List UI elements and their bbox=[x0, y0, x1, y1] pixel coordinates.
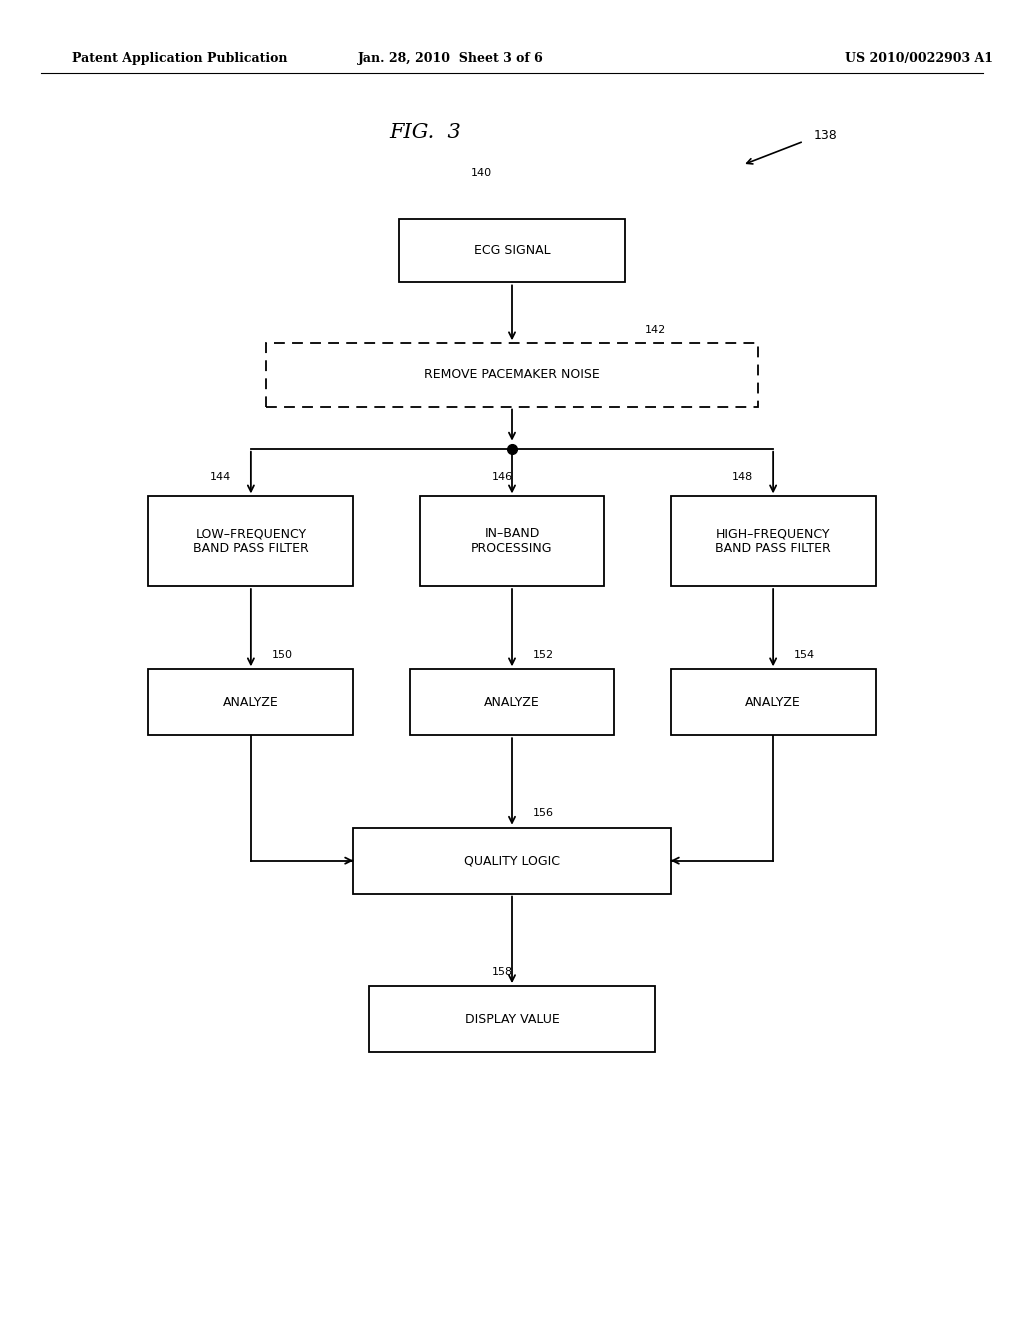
Text: QUALITY LOGIC: QUALITY LOGIC bbox=[464, 854, 560, 867]
Bar bbox=[148, 496, 353, 586]
Text: REMOVE PACEMAKER NOISE: REMOVE PACEMAKER NOISE bbox=[424, 368, 600, 381]
Text: ANALYZE: ANALYZE bbox=[223, 696, 279, 709]
Text: US 2010/0022903 A1: US 2010/0022903 A1 bbox=[845, 51, 993, 65]
Text: 156: 156 bbox=[532, 808, 554, 818]
Bar bbox=[420, 496, 604, 586]
Text: HIGH–FREQUENCY
BAND PASS FILTER: HIGH–FREQUENCY BAND PASS FILTER bbox=[715, 527, 831, 556]
Text: 154: 154 bbox=[794, 649, 815, 660]
Bar bbox=[353, 828, 671, 894]
Text: Jan. 28, 2010  Sheet 3 of 6: Jan. 28, 2010 Sheet 3 of 6 bbox=[357, 51, 544, 65]
Text: ANALYZE: ANALYZE bbox=[745, 696, 801, 709]
Text: 142: 142 bbox=[645, 325, 667, 335]
Text: 144: 144 bbox=[210, 471, 231, 482]
Text: 140: 140 bbox=[471, 168, 493, 178]
Text: 150: 150 bbox=[271, 649, 293, 660]
Text: 148: 148 bbox=[732, 471, 754, 482]
Text: ECG SIGNAL: ECG SIGNAL bbox=[474, 244, 550, 257]
Bar bbox=[671, 669, 876, 735]
Text: IN–BAND
PROCESSING: IN–BAND PROCESSING bbox=[471, 527, 553, 556]
Text: 158: 158 bbox=[492, 966, 513, 977]
Text: 138: 138 bbox=[814, 129, 838, 143]
Text: Patent Application Publication: Patent Application Publication bbox=[72, 51, 287, 65]
Text: 152: 152 bbox=[532, 649, 554, 660]
Text: FIG.  3: FIG. 3 bbox=[389, 123, 461, 141]
Bar bbox=[399, 219, 625, 282]
Bar bbox=[369, 986, 655, 1052]
Text: 146: 146 bbox=[492, 471, 513, 482]
Text: LOW–FREQUENCY
BAND PASS FILTER: LOW–FREQUENCY BAND PASS FILTER bbox=[193, 527, 309, 556]
Bar bbox=[671, 496, 876, 586]
Text: ANALYZE: ANALYZE bbox=[484, 696, 540, 709]
Bar bbox=[410, 669, 614, 735]
Text: DISPLAY VALUE: DISPLAY VALUE bbox=[465, 1012, 559, 1026]
Bar bbox=[266, 343, 758, 407]
Bar bbox=[148, 669, 353, 735]
